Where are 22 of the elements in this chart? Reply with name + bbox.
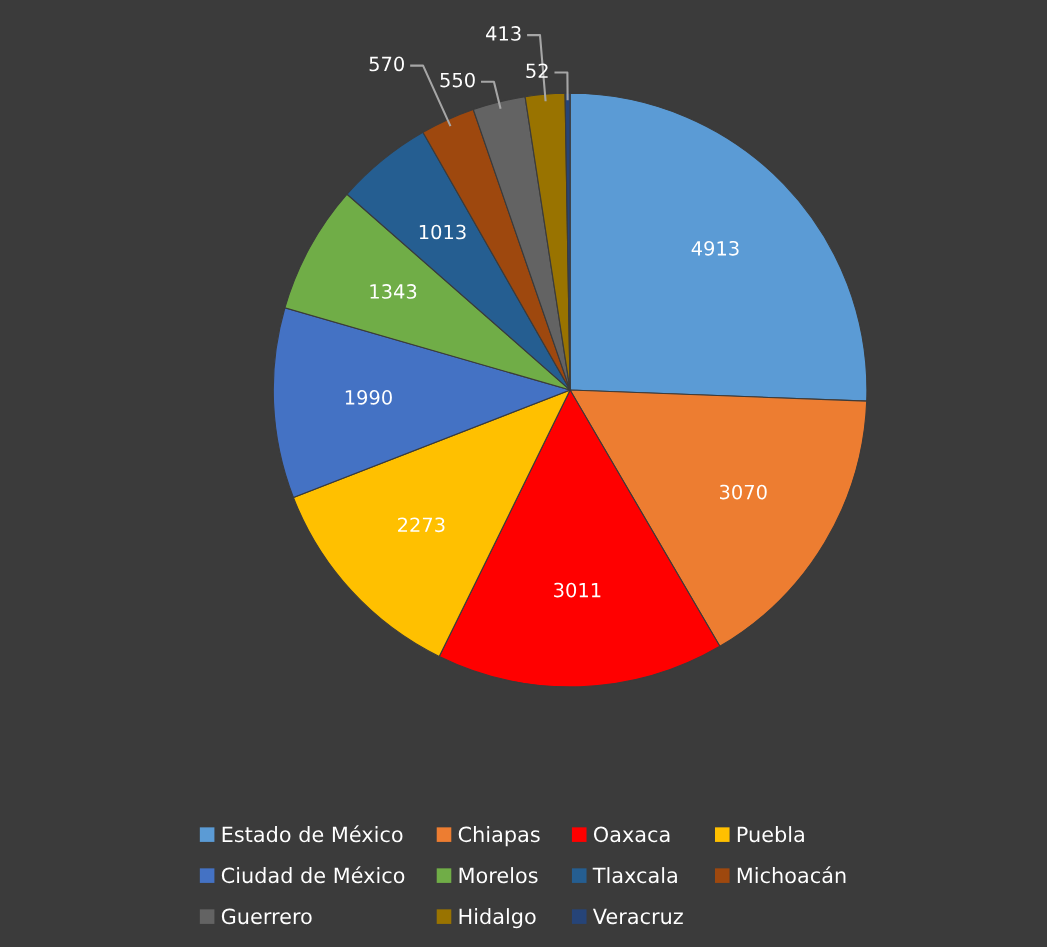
data-label: 1343 <box>370 284 417 299</box>
legend-label: Veracruz <box>592 908 683 925</box>
data-label: 4913 <box>691 240 739 256</box>
data-label: 3011 <box>554 582 601 598</box>
legend-label: Michoacán <box>737 866 846 884</box>
legend-label: Estado de México <box>222 825 403 843</box>
legend-label: Hidalgo <box>459 908 536 929</box>
data-label: 52 <box>526 63 548 79</box>
legend-label: Tlaxcala <box>592 867 677 884</box>
legend-label: Puebla <box>737 826 804 843</box>
data-label: 3070 <box>720 484 767 500</box>
legend-label: Chiapas <box>458 826 540 847</box>
data-label: 1013 <box>419 224 466 240</box>
data-label: 550 <box>440 72 475 88</box>
data-label: 1990 <box>345 390 392 405</box>
data-label: 570 <box>369 56 404 72</box>
legend-label: Guerrero <box>221 908 312 925</box>
legend-label: Morelos <box>459 867 538 884</box>
data-label: 413 <box>486 26 521 41</box>
legend-label: Ciudad de México <box>221 866 405 884</box>
data-label: 2273 <box>398 517 445 533</box>
legend-label: Oaxaca <box>593 826 670 843</box>
